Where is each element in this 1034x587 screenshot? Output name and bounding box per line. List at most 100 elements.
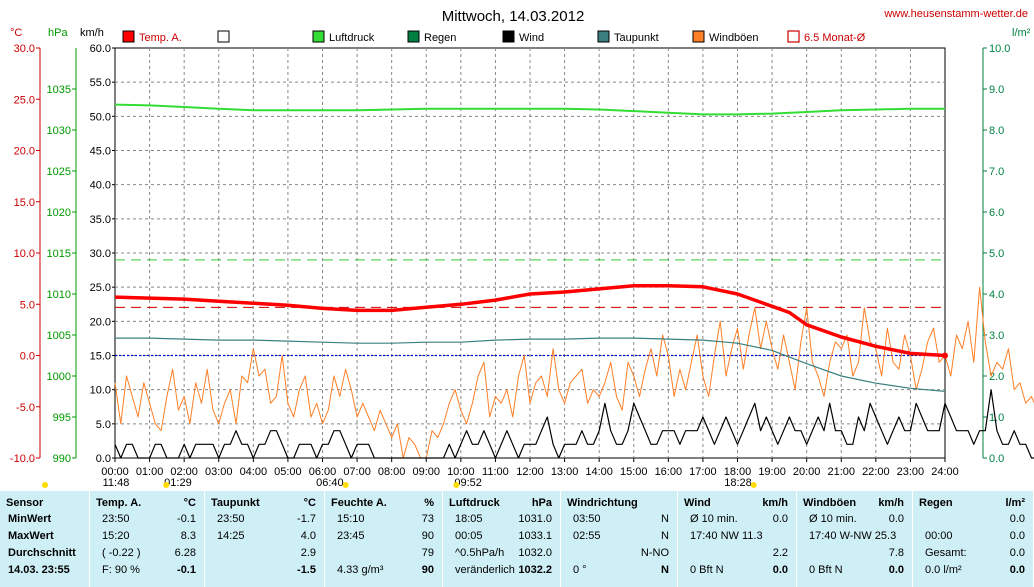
- table-unit: hPa: [531, 497, 552, 509]
- series-luftdruck: [114, 103, 945, 116]
- x-tick-label: 23:00: [897, 466, 925, 478]
- table-cell-label: Ø 10 min.: [690, 513, 738, 525]
- table-cell-value: 1033.1: [518, 530, 552, 542]
- x-tick-label: 03:00: [205, 466, 233, 478]
- sun-icon: [42, 482, 48, 488]
- table-cell-label: 17:40 W-NW 25.3: [809, 530, 897, 542]
- x-tick-label: 21:00: [827, 466, 855, 478]
- table-cell-label: 23:45: [337, 530, 365, 542]
- pressure-tick-label: 1025: [47, 166, 71, 178]
- table-cell-value: -1.7: [297, 513, 316, 525]
- x-tick-label: 07:00: [343, 466, 371, 478]
- table-cell-value: 1032.2: [518, 564, 552, 576]
- table-cell-value: N: [661, 564, 669, 576]
- legend: Temp. A. Luftdruck Regen Wind Taupunkt Windbö…: [122, 30, 866, 44]
- time-marker-label: 06:40: [316, 477, 344, 489]
- table-cell-value: 0.0: [888, 564, 904, 576]
- temp-tick-label: -5.0: [16, 402, 35, 414]
- temp-tick-label: 5.0: [20, 299, 35, 311]
- x-tick-label: 10:00: [447, 466, 475, 478]
- wind-tick-label: 25.0: [90, 282, 111, 294]
- table-cell-label: 0 Bft N: [809, 564, 843, 576]
- table-cell-value: 4.0: [300, 530, 316, 542]
- pressure-tick-label: 1015: [47, 248, 71, 260]
- legend-label-4: Wind: [519, 32, 544, 44]
- website-link[interactable]: www.heusenstamm-wetter.de: [883, 8, 1028, 20]
- wind-tick-label: 5.0: [96, 419, 111, 431]
- pressure-tick-label: 1010: [47, 289, 71, 301]
- table-header: Windböen: [803, 497, 857, 509]
- legend-swatch-0: [122, 30, 135, 43]
- x-tick-label: 01:00: [136, 466, 164, 478]
- sun-icon: [750, 482, 757, 488]
- pressure-tick-label: 1005: [47, 330, 71, 342]
- legend-swatch-4: [502, 30, 515, 43]
- table-column-3: Feuchte A.% 15:10 73 23:45 90 79 4.33 g/m³ 90: [325, 491, 443, 587]
- table-unit: km/h: [762, 497, 788, 509]
- legend-label-5: Taupunkt: [614, 32, 659, 44]
- series-taupunkt: [115, 337, 946, 392]
- table-column-1: Temp. A. °C 23:50 -0.1 15:20 8.3 ( -0.22 ) 6.28…: [90, 491, 205, 587]
- wind-tick-label: 20.0: [90, 316, 111, 328]
- table-cell-label: 23:50: [217, 513, 245, 525]
- table-cell-value: 2.2: [772, 547, 788, 559]
- table-header: Wind: [684, 497, 711, 509]
- pressure-tick-label: 995: [53, 412, 71, 424]
- unit-pressure-label: hPa: [48, 27, 68, 39]
- table-unit: l/m²: [1005, 497, 1025, 509]
- table-cell-label: 0.0 l/m²: [925, 564, 962, 576]
- unit-wind-label: km/h: [80, 27, 104, 39]
- temp-tick-label: 0.0: [20, 351, 35, 363]
- table-cell-value: 1031.0: [518, 513, 552, 525]
- x-tick-label: 20:00: [793, 466, 821, 478]
- series-temp: [114, 284, 946, 358]
- legend-label-3: Regen: [424, 32, 456, 44]
- wind-tick-label: 0.0: [96, 453, 111, 465]
- table-cell-label: 15:20: [102, 530, 130, 542]
- temp-tick-label: 25.0: [14, 94, 35, 106]
- wind-tick-label: 45.0: [90, 146, 111, 158]
- x-tick-label: 13:00: [551, 466, 579, 478]
- unit-temp-label: °C: [10, 27, 22, 39]
- wind-tick-label: 15.0: [90, 351, 111, 363]
- pressure-tick-label: 1020: [47, 207, 71, 219]
- legend-swatch-7: [787, 30, 800, 43]
- table-column-7: Windböen km/h Ø 10 min. 0.0 17:40 W-NW 25.3 7…: [797, 491, 913, 587]
- table-cell-value: 0.0: [1009, 513, 1025, 525]
- time-markers: 11:48 01:29 06:40 09:52 18:28: [42, 477, 757, 489]
- sun-icon: [163, 482, 170, 488]
- wind-tick-label: 40.0: [90, 180, 111, 192]
- table-cell-label: 17:40 NW 11.3: [690, 530, 763, 542]
- table-cell-value: 7.8: [888, 547, 904, 559]
- table-cell-label: 0 Bft N: [690, 564, 724, 576]
- table-cell-value: -0.1: [177, 564, 196, 576]
- table-cell-label: Gesamt:: [925, 547, 967, 559]
- x-tick-label: 24:00: [931, 466, 959, 478]
- x-tick-label: 00:00: [101, 466, 129, 478]
- table-row-label: 14.03. 23:55: [8, 564, 70, 576]
- series-temp-endpoint: [942, 352, 948, 359]
- table-cell-label: 4.33 g/m³: [337, 564, 384, 576]
- table-cell-label: 00:05: [455, 530, 483, 542]
- table-cell-value: 0.0: [888, 513, 904, 525]
- rain-tick-label: 9.0: [989, 84, 1004, 96]
- rain-tick-label: 2.0: [989, 371, 1004, 383]
- x-tick-label: 12:00: [516, 466, 544, 478]
- sun-icon: [453, 482, 460, 488]
- legend-swatch-5: [597, 30, 610, 43]
- table-cell-value: 0.0: [772, 564, 788, 576]
- table-unit: km/h: [878, 497, 904, 509]
- temp-tick-label: -10.0: [10, 453, 35, 465]
- table-cell-value: -0.1: [177, 513, 196, 525]
- stats-table: Sensor MinWert MaxWert Durchschnitt 14.03. 2…: [0, 491, 1034, 587]
- chart-title: Mittwoch, 14.03.2012: [442, 8, 585, 25]
- rain-tick-label: 8.0: [989, 125, 1004, 137]
- rain-tick-label: 5.0: [989, 248, 1004, 260]
- x-tick-label: 05:00: [274, 466, 302, 478]
- table-cell-value: 6.28: [174, 547, 196, 559]
- axes: °C hPa km/h l/m² 60.0 55.0 50.0 45.0 40.0 35.0 30.…: [10, 27, 1031, 478]
- table-cell-value: 8.3: [180, 530, 196, 542]
- legend-label-6: Windböen: [709, 32, 759, 44]
- table-header: Sensor: [6, 497, 44, 509]
- table-cell-value: N: [661, 530, 669, 542]
